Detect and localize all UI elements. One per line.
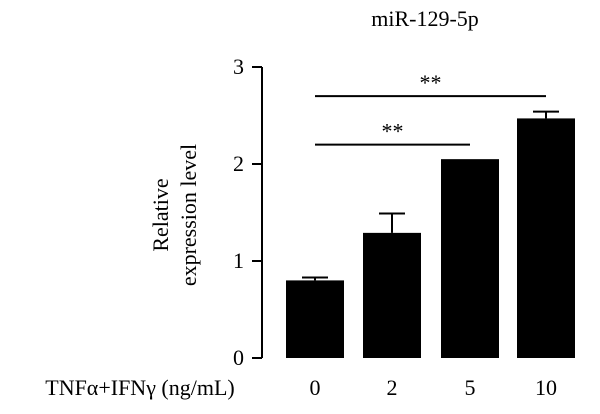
x-tick-label: 2 <box>387 375 398 400</box>
plot-area: 0 1 2 3 0 2 5 10 ** ** <box>233 54 575 400</box>
x-tick-label: 10 <box>535 375 557 400</box>
significance-label: ** <box>420 70 442 95</box>
y-tick-label: 2 <box>233 151 244 176</box>
bar <box>441 159 499 358</box>
y-axis-label-line1: Relative <box>148 178 173 251</box>
x-tick-label: 5 <box>465 375 476 400</box>
y-axis-label-line2: expression level <box>176 144 201 286</box>
y-tick-label: 1 <box>233 248 244 273</box>
significance-label: ** <box>382 119 404 144</box>
y-axis-label: Relative expression level <box>148 144 201 286</box>
x-axis-prefix-label: TNFα+IFNγ (ng/mL) <box>45 375 234 400</box>
y-tick-label: 0 <box>233 345 244 370</box>
bar <box>286 280 344 358</box>
bar <box>517 118 575 358</box>
chart-title: miR-129-5p <box>371 6 479 31</box>
y-tick-label: 3 <box>233 54 244 79</box>
bar <box>363 232 421 358</box>
x-tick-label: 0 <box>310 375 321 400</box>
